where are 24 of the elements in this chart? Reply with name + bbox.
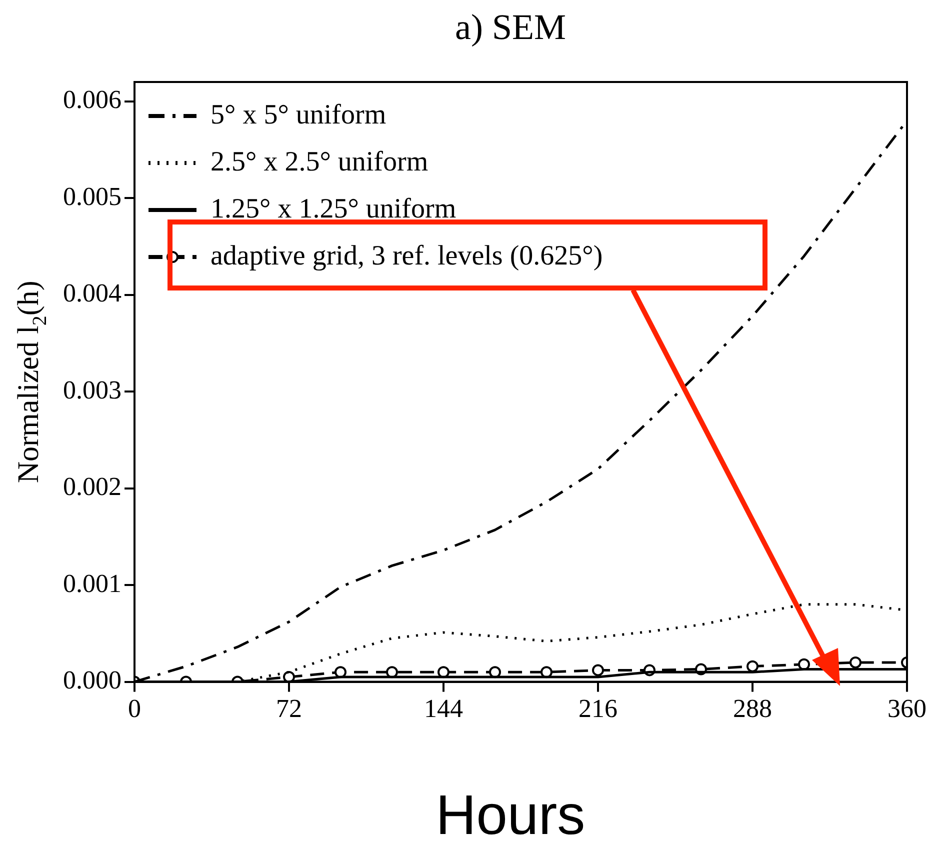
legend-label: 5° x 5° uniform bbox=[210, 99, 386, 130]
legend-label: 1.25° x 1.25° uniform bbox=[210, 193, 456, 224]
legend-label: 2.5° x 2.5° uniform bbox=[210, 146, 428, 178]
point bbox=[283, 670, 295, 682]
y-tick-label: 0.004 bbox=[63, 278, 122, 308]
y-axis-title: Normalized l2(h) bbox=[12, 280, 51, 484]
y-tick-label: 0.006 bbox=[63, 85, 122, 114]
y-tick-label: 0.001 bbox=[63, 568, 122, 598]
y-tick-label: 0.002 bbox=[63, 472, 122, 502]
y-tick-label: 0.003 bbox=[63, 375, 122, 404]
point bbox=[850, 656, 862, 668]
x-tick-label: 72 bbox=[276, 694, 302, 724]
x-tick-label: 0 bbox=[128, 694, 141, 724]
chart-title: a) SEM bbox=[454, 6, 567, 48]
x-tick-label: 144 bbox=[424, 694, 463, 724]
legend-label: adaptive grid, 3 ref. levels (0.625°) bbox=[210, 240, 603, 272]
point bbox=[592, 664, 604, 676]
y-tick-label: 0.000 bbox=[63, 666, 122, 695]
x-axis-title: Hours bbox=[434, 782, 586, 847]
x-tick-label: 288 bbox=[733, 694, 772, 724]
x-tick-label: 216 bbox=[578, 694, 618, 724]
y-tick-label: 0.005 bbox=[63, 182, 122, 211]
x-tick-label: 360 bbox=[888, 694, 926, 724]
point bbox=[746, 660, 758, 672]
